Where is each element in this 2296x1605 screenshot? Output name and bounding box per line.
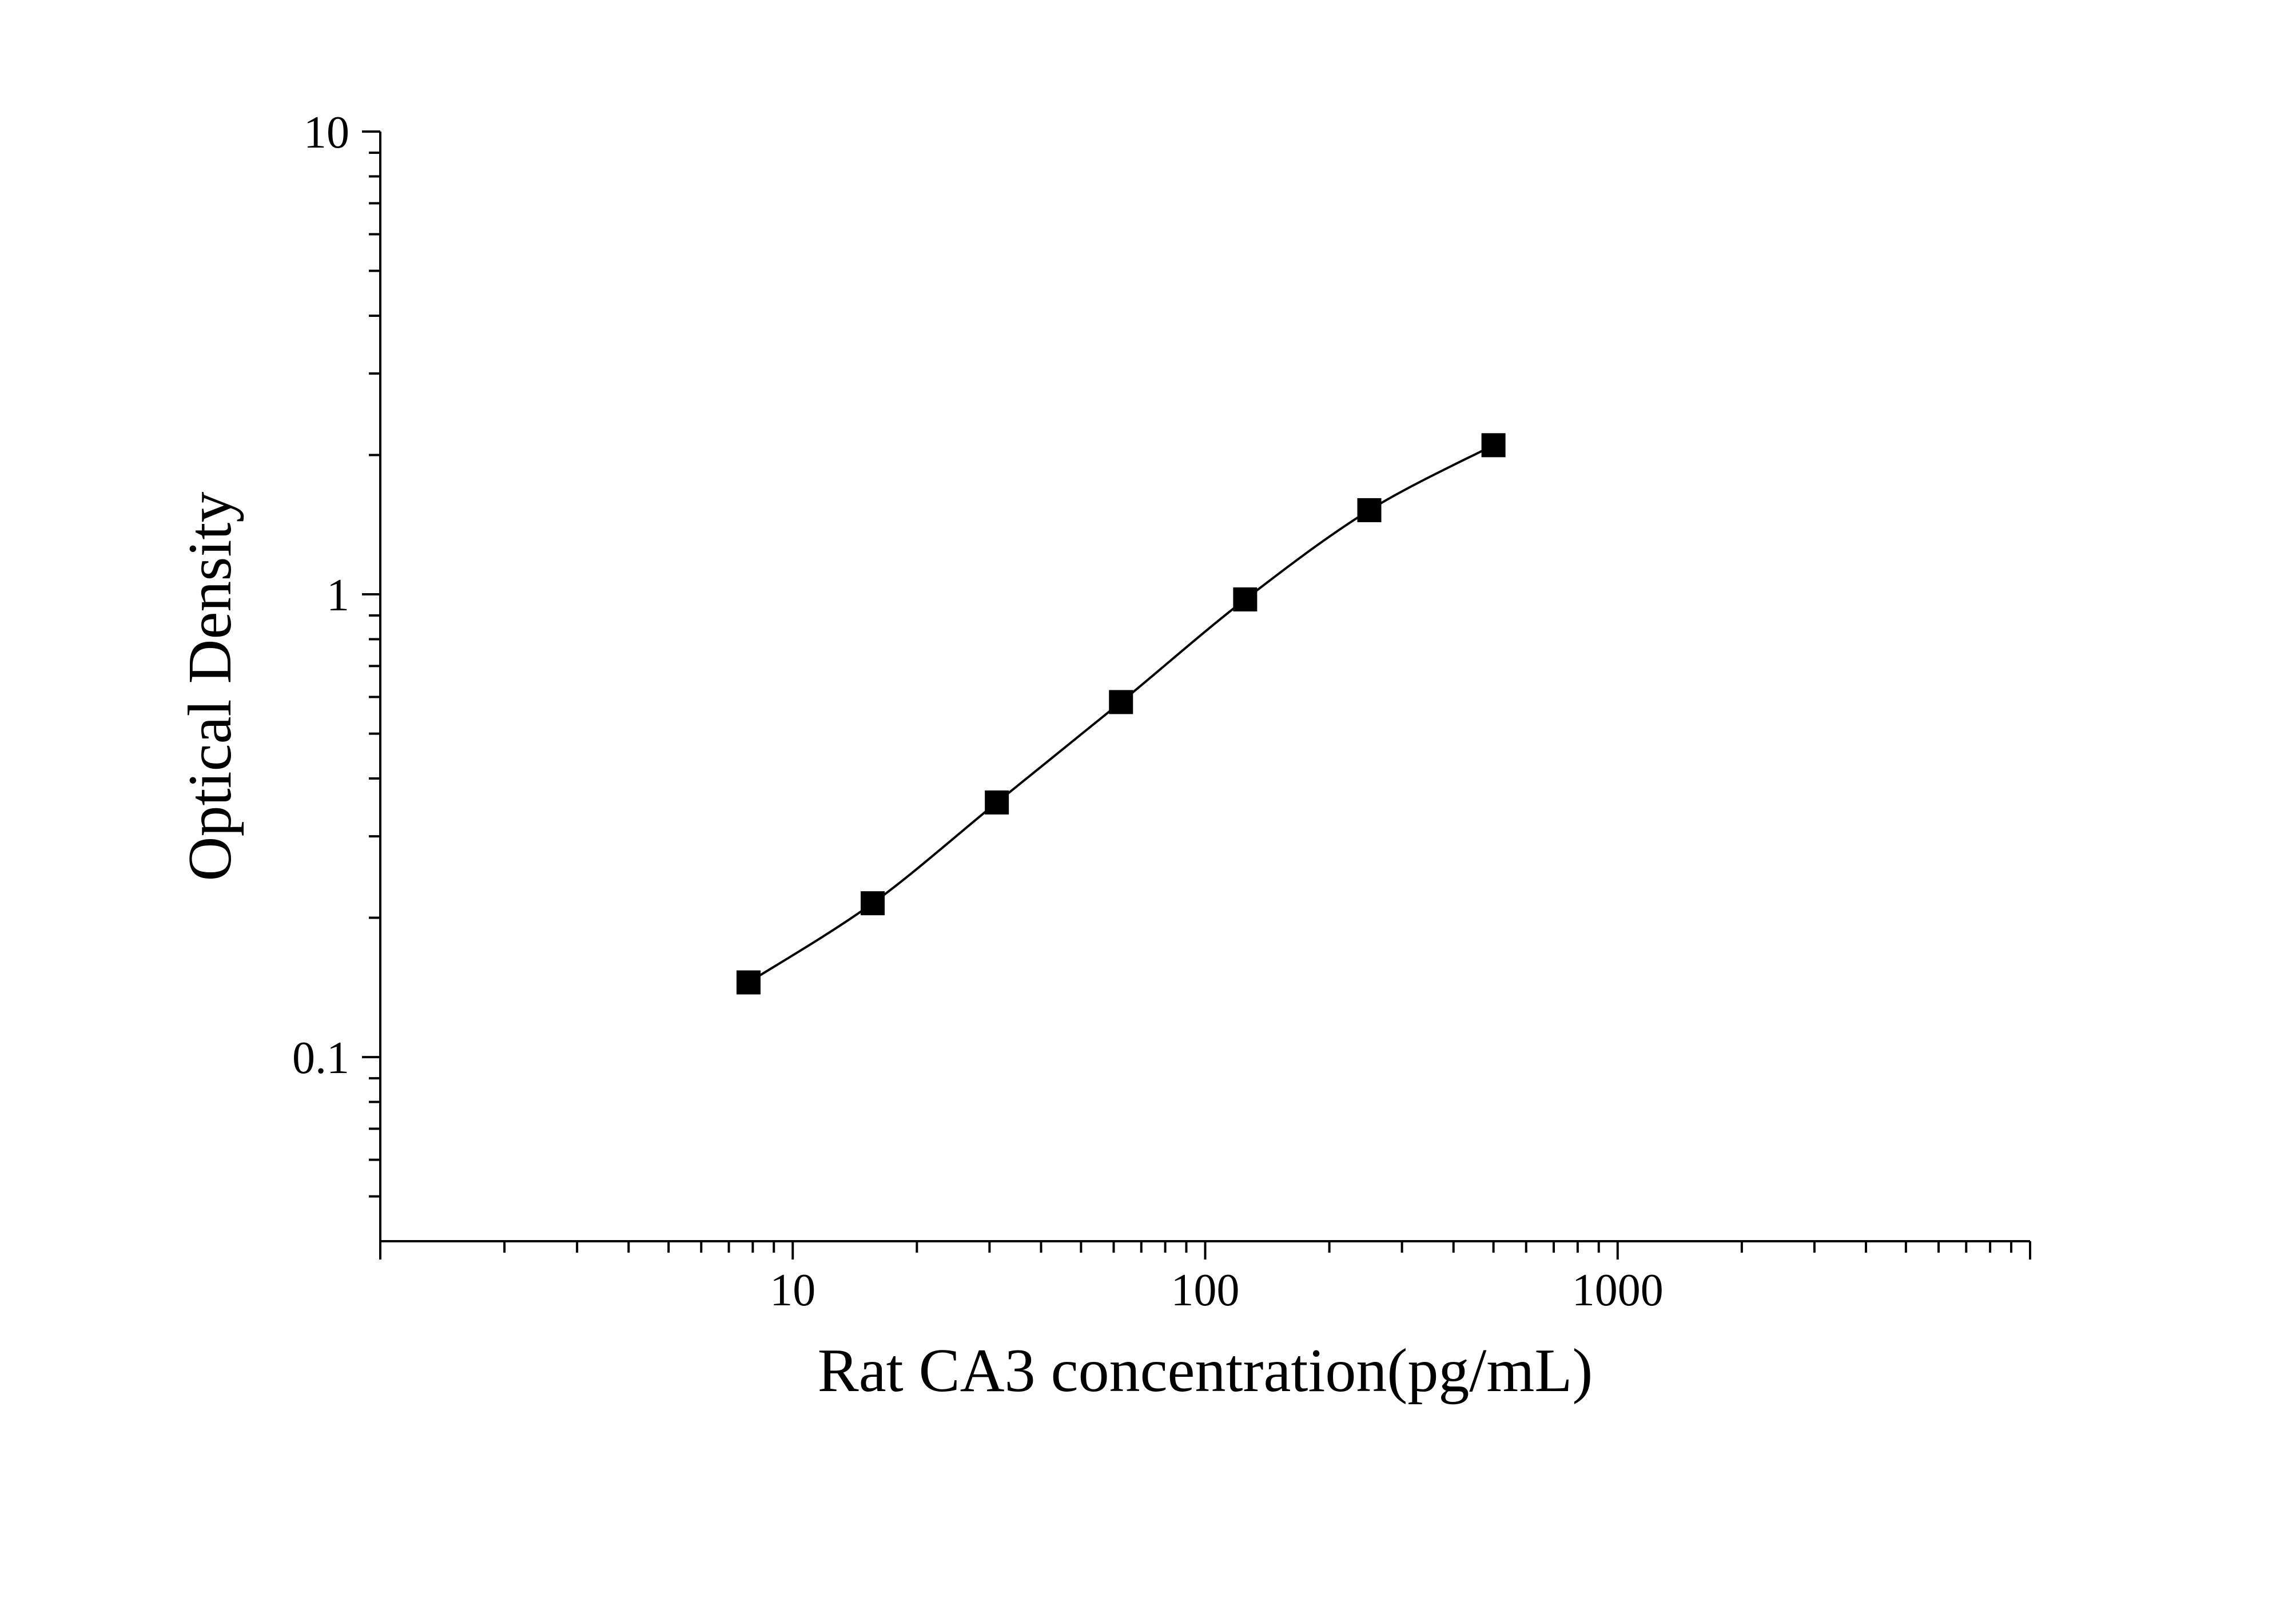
y-tick-label: 1 (327, 570, 349, 621)
y-tick-label: 10 (304, 108, 349, 158)
data-marker (985, 791, 1008, 814)
data-marker (1109, 690, 1132, 713)
data-marker (1482, 434, 1505, 456)
data-marker (737, 971, 760, 994)
data-marker (1233, 588, 1256, 611)
x-tick-label: 1000 (1572, 1265, 1664, 1316)
y-tick-label: 0.1 (292, 1033, 349, 1083)
chart-stage: 1010010000.1110Rat CA3 concentration(pg/… (0, 0, 2296, 1605)
x-axis-label: Rat CA3 concentration(pg/mL) (818, 1337, 1593, 1405)
x-tick-label: 10 (770, 1265, 815, 1316)
data-marker (1358, 499, 1381, 522)
chart-svg: 1010010000.1110Rat CA3 concentration(pg/… (0, 0, 2296, 1605)
x-tick-label: 100 (1171, 1265, 1240, 1316)
data-marker (861, 892, 884, 915)
y-axis-label: Optical Density (176, 492, 244, 881)
